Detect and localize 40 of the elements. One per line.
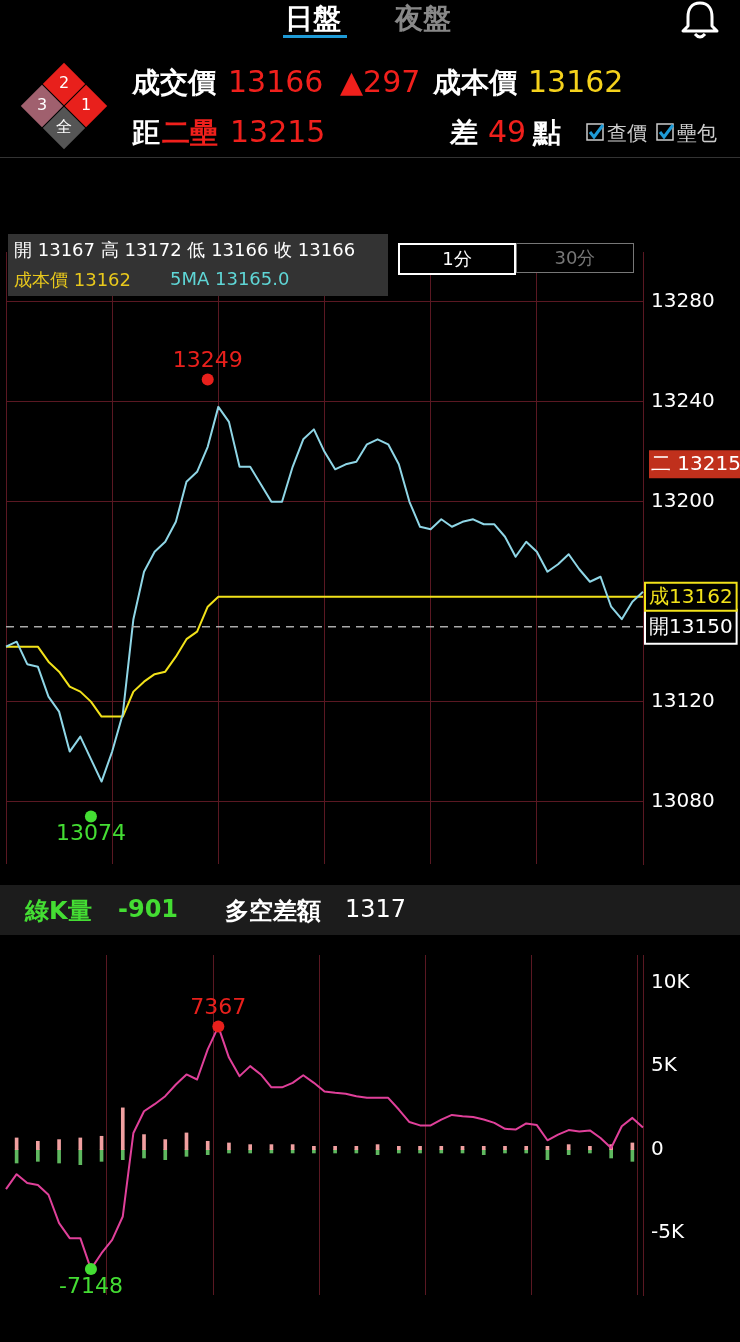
y-tick-label: 13080: [651, 787, 715, 812]
text: 壘包: [677, 120, 717, 147]
text: 多空差額: [225, 896, 321, 927]
annotation: 5MA 13165.0: [170, 268, 290, 289]
y-tick-label: 13200: [651, 488, 715, 512]
text: 綠K量: [25, 896, 92, 927]
text: 查價: [607, 120, 647, 147]
text: 成交價: [132, 65, 216, 101]
text: 差: [450, 115, 478, 151]
text: 49: [488, 114, 527, 149]
data-label: -7148: [58, 1272, 123, 1298]
text: 距: [132, 115, 160, 151]
y-tick-label: 10K: [651, 968, 691, 993]
interval-button: 1分: [398, 243, 516, 275]
data-label: 成13162: [649, 583, 733, 608]
data-label: 13249: [172, 347, 243, 373]
y-tick-label: 5K: [651, 1052, 678, 1077]
text: 點: [533, 115, 561, 151]
y-tick-label: 二 13215: [651, 450, 740, 475]
data-label: 13074: [55, 820, 126, 846]
text: 13166: [228, 64, 324, 99]
text: 成本價: [433, 65, 517, 101]
text: 二壘: [162, 115, 218, 151]
y-tick-label: 13280: [651, 288, 715, 313]
y-tick-label: 13120: [651, 687, 715, 712]
text: 夜盤: [395, 1, 451, 37]
annotation: 開 13167 高 13172 低 13166 收 13166: [14, 238, 356, 262]
y-tick-label: -5K: [651, 1219, 685, 1244]
text: 13162: [528, 64, 624, 99]
annotation: 成本價 13162: [14, 268, 131, 292]
text: 1317: [345, 895, 407, 923]
text: ▲297: [340, 64, 421, 99]
text: -901: [118, 895, 179, 923]
text: 日盤: [285, 1, 341, 37]
y-tick-label: 13240: [651, 388, 715, 413]
ref-line-label: 開13150: [649, 613, 733, 638]
y-tick-label: 0: [651, 1135, 664, 1160]
data-label: 7367: [190, 994, 247, 1020]
interval-button: 30分: [516, 243, 634, 273]
text: 13215: [230, 114, 326, 149]
